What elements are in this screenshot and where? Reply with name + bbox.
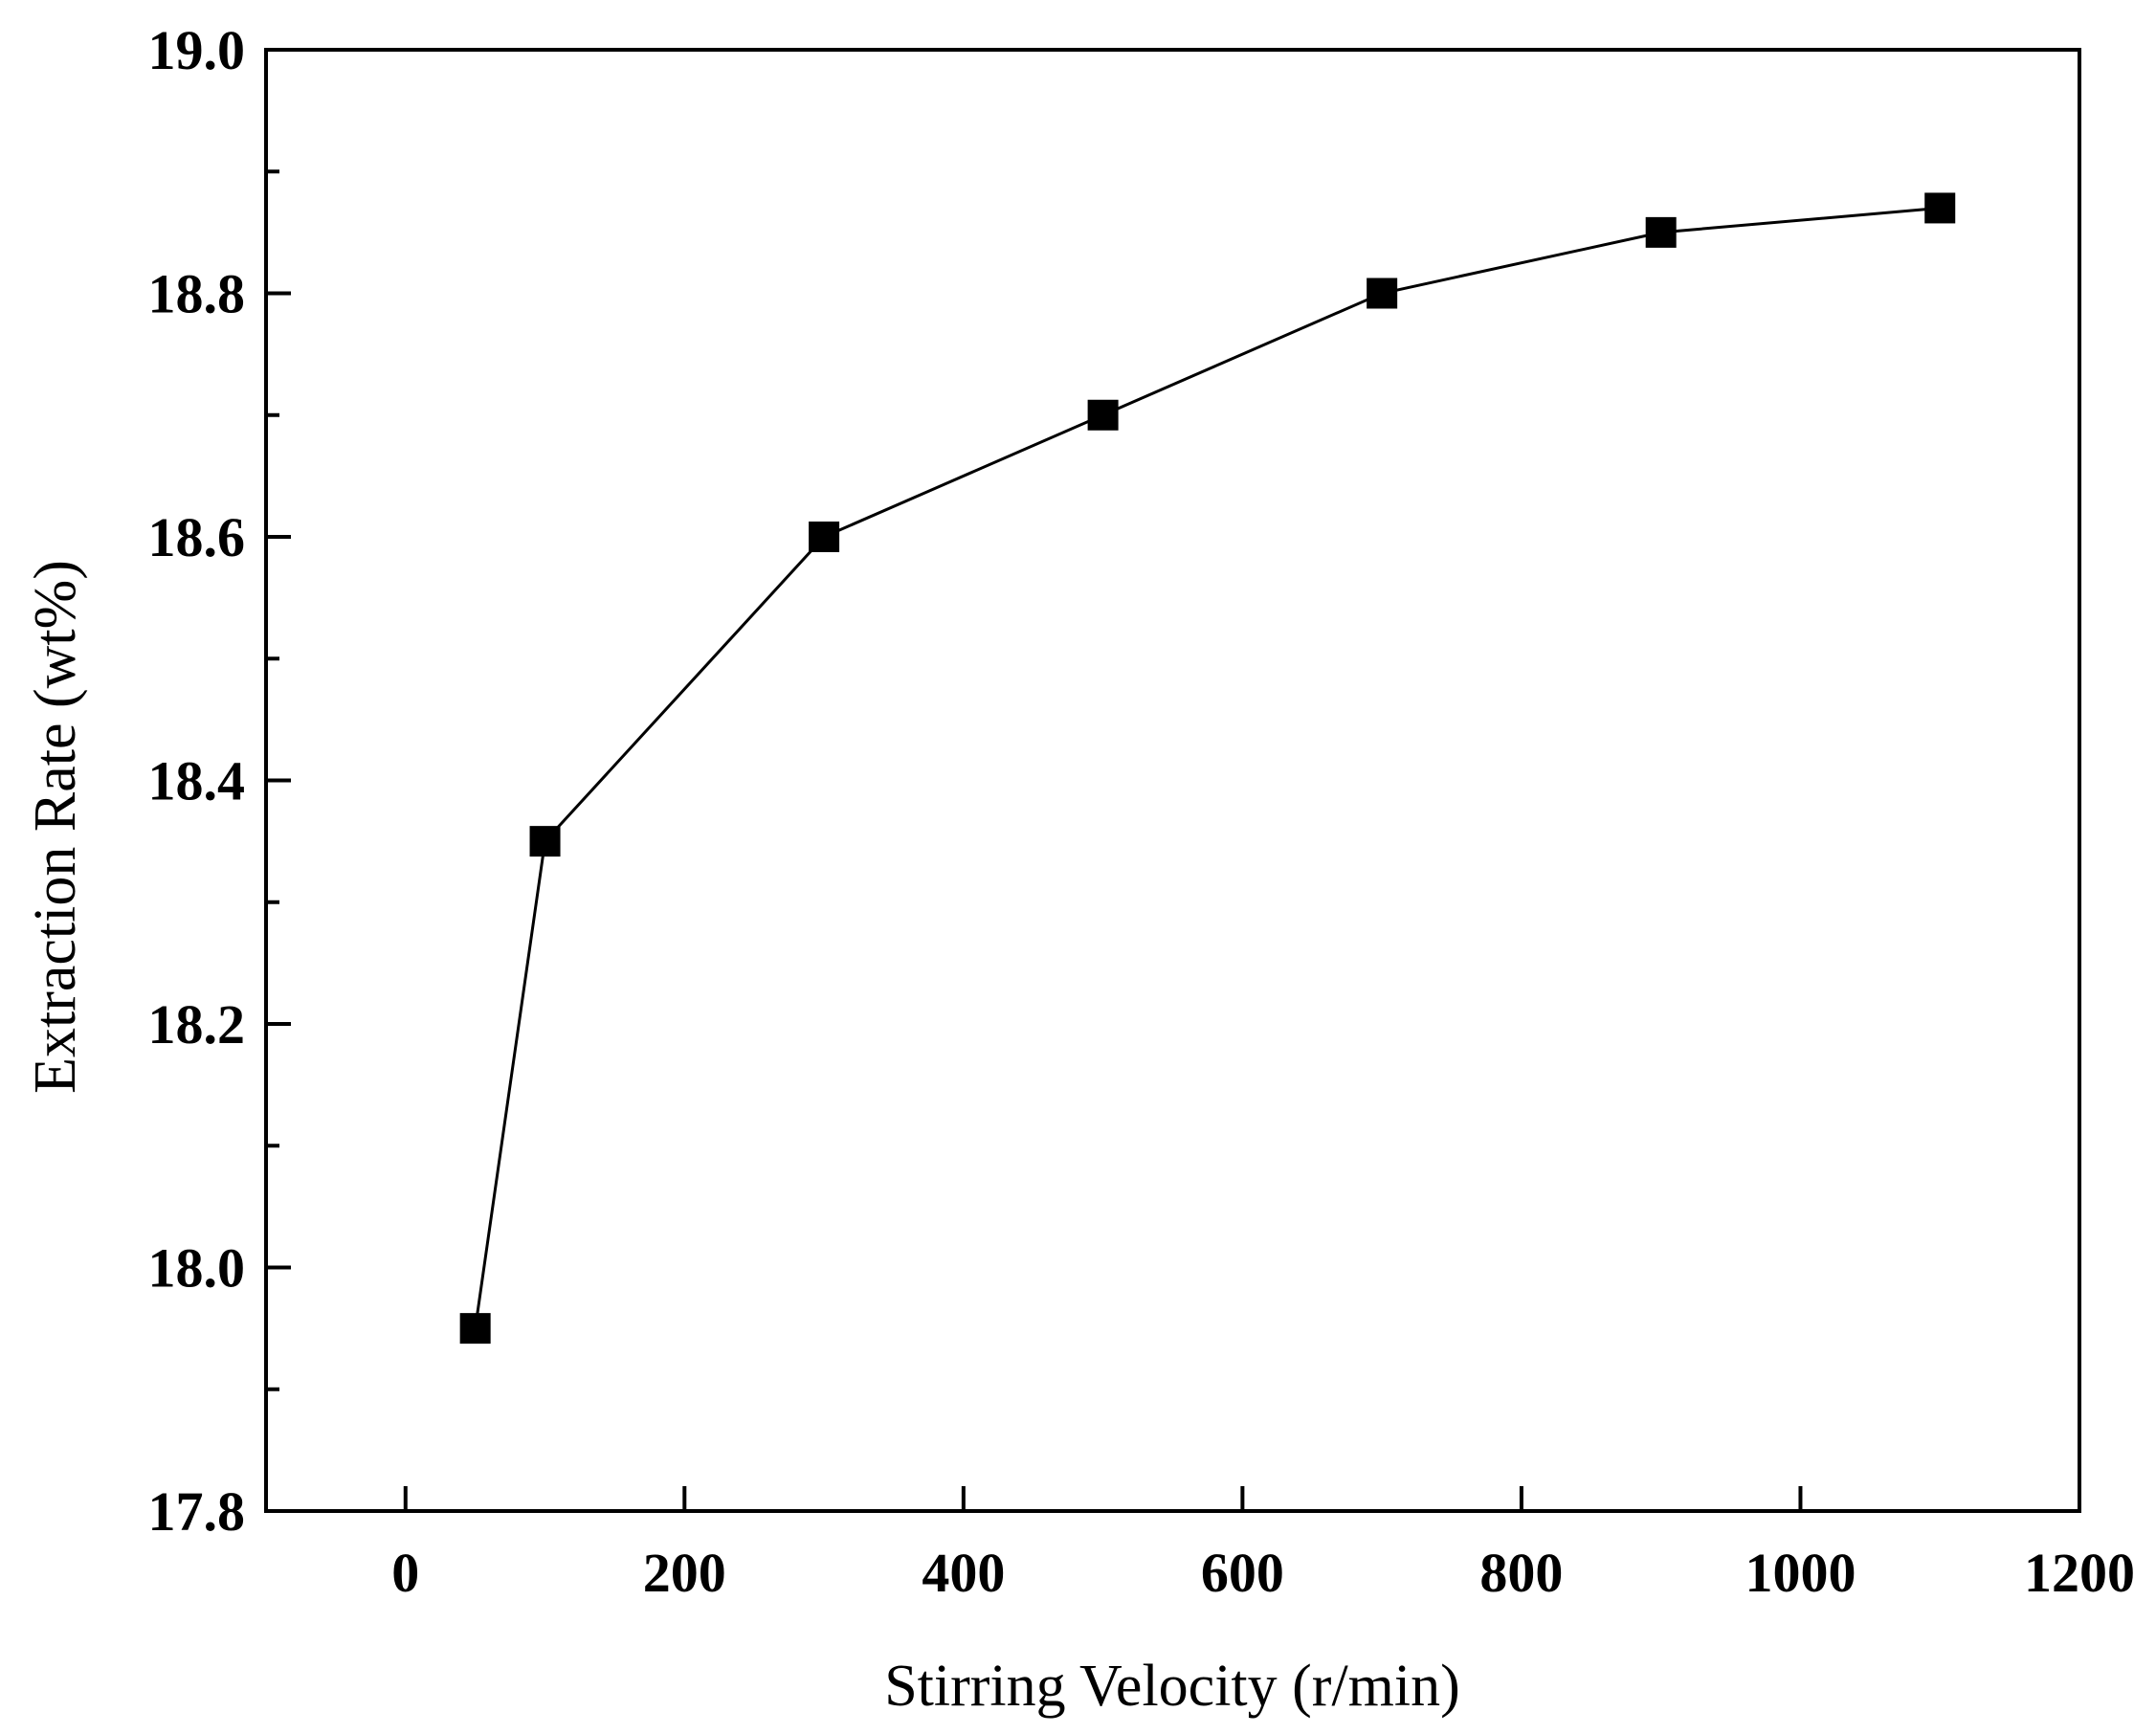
data-point-marker — [809, 522, 840, 552]
y-tick-label: 18.4 — [148, 750, 246, 812]
x-axis-ticks: 0 200 400 600 800 1000 1200 — [391, 1486, 2135, 1604]
y-tick-label: 18.2 — [148, 993, 246, 1056]
series-layer — [459, 192, 1956, 1345]
x-tick-label: 600 — [1201, 1542, 1284, 1604]
x-tick-label: 1200 — [2024, 1542, 2135, 1604]
x-axis-title: Stirring Velocity (r/min) — [884, 1654, 1460, 1719]
y-tick-label: 19.0 — [148, 19, 246, 81]
x-tick-label: 200 — [643, 1542, 726, 1604]
y-axis-ticks: 17.8 18.0 18.2 18.4 18.6 18.8 19.0 — [148, 19, 291, 1543]
plot-frame — [264, 48, 2081, 1513]
data-point-marker — [1087, 399, 1119, 431]
series-line — [474, 206, 1941, 1329]
y-tick-label: 18.0 — [148, 1237, 246, 1300]
y-tick-label: 18.8 — [148, 263, 246, 325]
data-point-marker — [459, 1313, 491, 1345]
y-tick-label: 18.6 — [148, 506, 246, 568]
data-point-marker — [1367, 278, 1398, 309]
data-point-marker — [1645, 216, 1677, 248]
x-tick-label: 800 — [1479, 1542, 1563, 1604]
x-tick-label: 1000 — [1745, 1542, 1856, 1604]
data-point-marker — [529, 826, 561, 857]
x-tick-label: 0 — [391, 1542, 419, 1604]
x-tick-label: 400 — [922, 1542, 1005, 1604]
y-tick-label: 17.8 — [148, 1480, 246, 1543]
y-axis-title: Extraction Rate (wt%) — [23, 560, 88, 1094]
data-point-marker — [1924, 192, 1956, 224]
